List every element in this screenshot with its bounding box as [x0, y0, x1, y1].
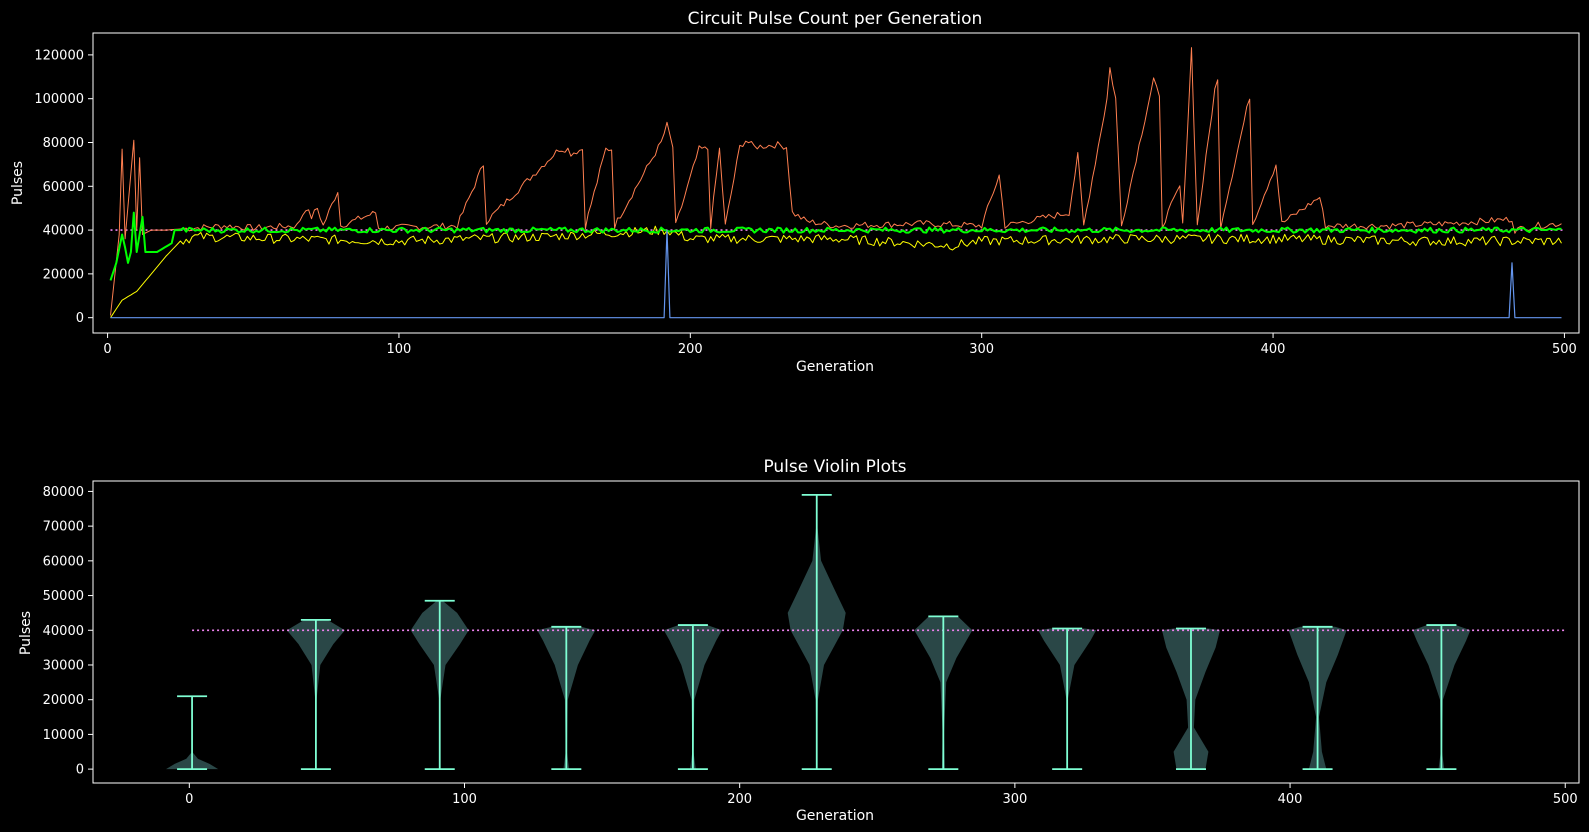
x-tick-label: 500 [1553, 792, 1578, 807]
series-line [110, 47, 1562, 316]
y-tick-label: 50000 [43, 589, 84, 604]
series-line [110, 229, 1562, 319]
chart-title: Pulse Violin Plots [763, 457, 906, 477]
series-line [110, 225, 1562, 318]
y-tick-label: 20000 [43, 267, 84, 282]
x-tick-label: 200 [678, 342, 703, 357]
x-axis-label: Generation [796, 359, 874, 375]
x-tick-label: 400 [1261, 342, 1286, 357]
y-tick-label: 120000 [34, 48, 84, 63]
pulse-count-chart: Circuit Pulse Count per Generation Gener… [10, 9, 1580, 375]
x-tick-label: 500 [1552, 342, 1577, 357]
y-tick-label: 40000 [43, 224, 84, 239]
plot-frame [92, 32, 1580, 334]
y-tick-label: 0 [76, 311, 84, 326]
plot-area: 0 100 200 300 400 500 0 10000 20000 30000 40000 500… [43, 485, 1578, 807]
x-tick-label: 0 [103, 342, 111, 357]
x-tick-label: 100 [452, 792, 477, 807]
x-tick-label: 100 [387, 342, 412, 357]
x-tick-label: 200 [727, 792, 752, 807]
plot-area: 0 100 200 300 400 500 0 20000 40000 60000 80000 100… [34, 47, 1577, 357]
y-tick-label: 40000 [43, 624, 84, 639]
y-tick-label: 10000 [43, 728, 84, 743]
y-axis-label: Pulses [18, 611, 34, 655]
y-tick-label: 60000 [43, 180, 84, 195]
y-tick-label: 60000 [43, 554, 84, 569]
y-tick-label: 80000 [43, 485, 84, 500]
series-line [109, 211, 1562, 281]
y-tick-label: 0 [76, 763, 84, 778]
y-tick-label: 100000 [34, 92, 84, 107]
x-tick-label: 300 [969, 342, 994, 357]
y-tick-label: 20000 [43, 693, 84, 708]
violin-chart: Pulse Violin Plots Generation Pulses 0 10… [18, 457, 1580, 824]
x-tick-label: 300 [1002, 792, 1027, 807]
plot-frame [92, 480, 1580, 784]
y-tick-label: 30000 [43, 658, 84, 673]
y-tick-label: 80000 [43, 136, 84, 151]
x-axis-label: Generation [796, 808, 874, 824]
y-axis-label: Pulses [10, 161, 26, 205]
chart-title: Circuit Pulse Count per Generation [688, 9, 983, 29]
y-tick-label: 70000 [43, 520, 84, 535]
x-tick-label: 0 [185, 792, 193, 807]
x-tick-label: 400 [1278, 792, 1303, 807]
